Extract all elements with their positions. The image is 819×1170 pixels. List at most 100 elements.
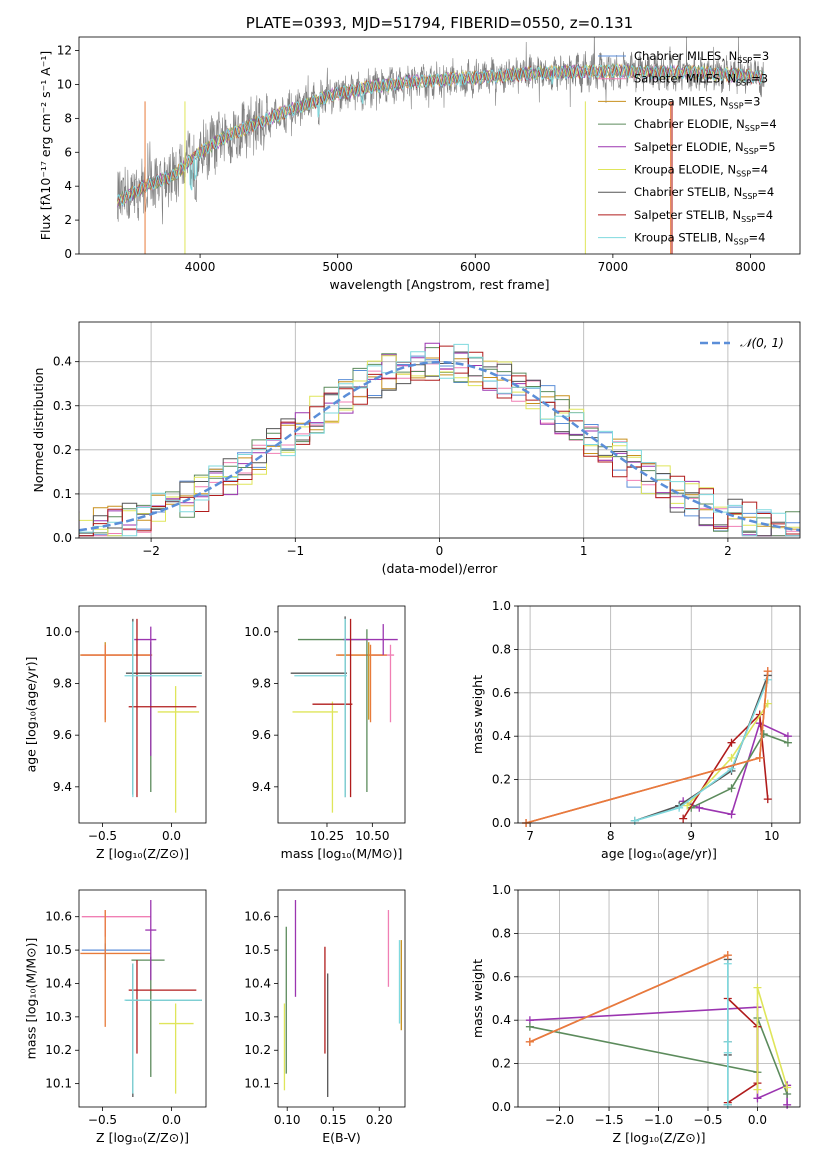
x-tick-label: −2 bbox=[142, 544, 160, 558]
weight-point bbox=[723, 951, 732, 960]
y-tick-label: 0.4 bbox=[53, 355, 72, 369]
x-tick-label: 10.50 bbox=[355, 829, 389, 843]
axes-frame bbox=[78, 36, 801, 255]
x-tick-label: −0.5 bbox=[88, 829, 117, 843]
y-tick-label: 9.4 bbox=[252, 780, 271, 794]
x-axis-label: age [log₁₀(age/yr)] bbox=[601, 846, 717, 861]
y-tick-label: 0 bbox=[64, 247, 72, 261]
legend-label-sub: SSP bbox=[729, 101, 744, 110]
legend-label-sub: SSP bbox=[744, 147, 759, 156]
legend-label-sub: SSP bbox=[742, 192, 757, 201]
x-tick-label: 0 bbox=[436, 544, 444, 558]
x-tick-label: 7 bbox=[526, 829, 534, 843]
x-tick-label: 9 bbox=[687, 829, 695, 843]
weight-point bbox=[755, 753, 764, 762]
x-axis-label: (data-model)/error bbox=[382, 561, 499, 576]
weight-point bbox=[753, 1085, 762, 1094]
panel-Z-age: −0.5 0.0 9.4 9.6 9.8 10.0 Z [log₁₀(Z/Z⊙)] age [… bbox=[23, 605, 207, 861]
x-tick-label: 0.0 bbox=[162, 829, 181, 843]
errorbar bbox=[292, 701, 338, 813]
axes-frame bbox=[78, 321, 801, 539]
legend-label-suffix: =4 bbox=[757, 185, 774, 199]
weight-point bbox=[753, 983, 762, 992]
y-tick-label: 6 bbox=[64, 145, 72, 159]
errorbar bbox=[124, 621, 202, 798]
y-tick-label: 10.5 bbox=[45, 943, 72, 957]
legend-label: 𝒩(0, 1) bbox=[740, 336, 784, 350]
x-tick-label: 6000 bbox=[460, 260, 491, 274]
x-tick-label: 2 bbox=[724, 544, 732, 558]
legend-label-sub: SSP bbox=[736, 79, 751, 88]
weight-point bbox=[763, 795, 772, 804]
y-tick-label: 0.0 bbox=[53, 531, 72, 545]
y-tick-label: 12 bbox=[57, 44, 72, 58]
errorbar bbox=[132, 642, 201, 792]
x-tick-label: 1 bbox=[580, 544, 588, 558]
x-axis-label: mass [log₁₀(M/M⊙)] bbox=[281, 846, 403, 861]
errorbars bbox=[290, 616, 398, 813]
histograms bbox=[79, 342, 800, 537]
legend-label-suffix: =3 bbox=[752, 49, 769, 63]
weight-series-line bbox=[525, 671, 769, 824]
panel-age-weight: 7 8 9 10 0.0 0.2 0.4 0.6 0.8 1.0 age [log₁₀(age/yr… bbox=[470, 599, 801, 861]
x-tick-label: 8000 bbox=[735, 260, 766, 274]
weight-point bbox=[727, 784, 736, 793]
x-tick-label: 8 bbox=[607, 829, 615, 843]
weight-lines bbox=[525, 951, 792, 1109]
y-tick-label: 9.6 bbox=[53, 728, 72, 742]
axes-frame bbox=[78, 605, 207, 824]
y-tick-label: 10.0 bbox=[45, 625, 72, 639]
y-tick-label: 9.6 bbox=[252, 728, 271, 742]
legend-label-suffix: =5 bbox=[759, 140, 776, 154]
errorbars bbox=[80, 900, 202, 1097]
axes-frame bbox=[78, 889, 207, 1108]
y-tick-label: 9.4 bbox=[53, 780, 72, 794]
y-tick-label: 0.0 bbox=[492, 1100, 511, 1114]
y-tick-label: 10.4 bbox=[244, 976, 271, 990]
y-tick-label: 9.8 bbox=[252, 677, 271, 691]
weight-point bbox=[763, 667, 772, 676]
weight-point bbox=[727, 810, 736, 819]
weight-point bbox=[783, 1083, 792, 1092]
x-tick-label: 0.20 bbox=[366, 1113, 393, 1127]
y-tick-label: 10.0 bbox=[244, 625, 271, 639]
weight-point bbox=[723, 1037, 732, 1046]
weight-point bbox=[679, 814, 688, 823]
legend-label-sub: SSP bbox=[734, 238, 749, 247]
errorbar bbox=[124, 963, 202, 1094]
x-tick-label: 0.0 bbox=[748, 1113, 767, 1127]
spectrum-lines bbox=[117, 37, 765, 254]
x-tick-label: 0.15 bbox=[320, 1113, 347, 1127]
x-axis-label: Z [log₁₀(Z/Z⊙)] bbox=[613, 1130, 706, 1145]
errorbar bbox=[294, 618, 347, 798]
panel-ebv-mass: 0.10 0.15 0.20 10.1 10.2 10.3 10.4 10.5 10.6 E(B-… bbox=[244, 889, 406, 1145]
errorbars bbox=[283, 900, 402, 1097]
errorbar bbox=[81, 910, 151, 937]
y-tick-label: 0.8 bbox=[492, 642, 511, 656]
errorbar bbox=[128, 960, 197, 1054]
errorbars bbox=[80, 618, 202, 813]
legend-label-sub: SSP bbox=[741, 215, 756, 224]
y-axis-label: mass weight bbox=[470, 675, 485, 754]
weight-lines bbox=[522, 667, 792, 827]
weight-point bbox=[727, 738, 736, 747]
legend-label-suffix: =4 bbox=[749, 231, 766, 245]
y-tick-label: 0.1 bbox=[53, 487, 72, 501]
weight-point bbox=[753, 1094, 762, 1103]
y-tick-label: 10 bbox=[57, 77, 72, 91]
x-tick-label: 5000 bbox=[322, 260, 353, 274]
model-spectrum bbox=[117, 62, 764, 207]
y-tick-label: 1.0 bbox=[492, 599, 511, 613]
legend-label: Salpeter ELODIE, NSSP=5 bbox=[634, 140, 776, 156]
y-tick-label: 10.5 bbox=[244, 943, 271, 957]
gaussian-curve bbox=[79, 360, 800, 532]
y-tick-label: 10.6 bbox=[244, 910, 271, 924]
legend-label-name: Chabrier STELIB, N bbox=[634, 185, 742, 199]
chart-title: PLATE=0393, MJD=51794, FIBERID=0550, z=0… bbox=[246, 14, 633, 32]
y-tick-label: 0.6 bbox=[492, 686, 511, 700]
errorbar bbox=[372, 644, 395, 723]
weight-series-line bbox=[525, 671, 769, 824]
panel-residuals: −2 −1 0 1 2 0.0 0.1 0.2 0.3 0.4 (data-model)/error… bbox=[31, 321, 801, 576]
legend-label-sub: SSP bbox=[737, 56, 752, 65]
legend-label-name: Kroupa ELODIE, N bbox=[634, 163, 736, 177]
